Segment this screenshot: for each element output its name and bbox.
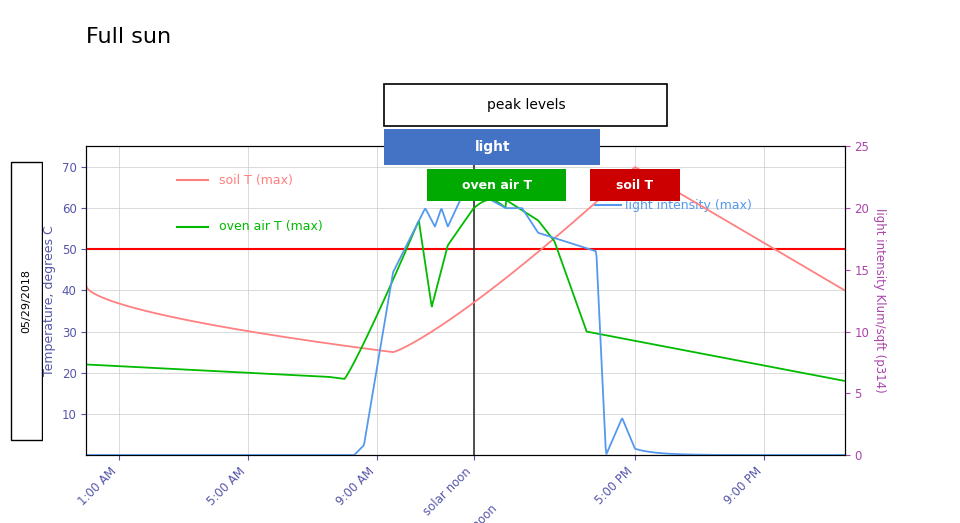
Y-axis label: Temperature, degrees C: Temperature, degrees C bbox=[43, 225, 57, 376]
Text: oven air T (max): oven air T (max) bbox=[219, 220, 323, 233]
Text: light intensity (max): light intensity (max) bbox=[625, 199, 752, 212]
FancyBboxPatch shape bbox=[12, 162, 41, 439]
Text: 05/29/2018: 05/29/2018 bbox=[21, 269, 32, 333]
Text: solar noon: solar noon bbox=[447, 502, 500, 523]
Text: light: light bbox=[474, 140, 511, 154]
Text: soil T (max): soil T (max) bbox=[219, 174, 293, 187]
Text: soil T: soil T bbox=[616, 179, 653, 191]
Text: peak levels: peak levels bbox=[487, 98, 565, 111]
Text: Full sun: Full sun bbox=[86, 27, 172, 47]
Y-axis label: light intensity Klum/sqft (p314): light intensity Klum/sqft (p314) bbox=[873, 208, 886, 393]
Text: oven air T: oven air T bbox=[462, 179, 533, 191]
